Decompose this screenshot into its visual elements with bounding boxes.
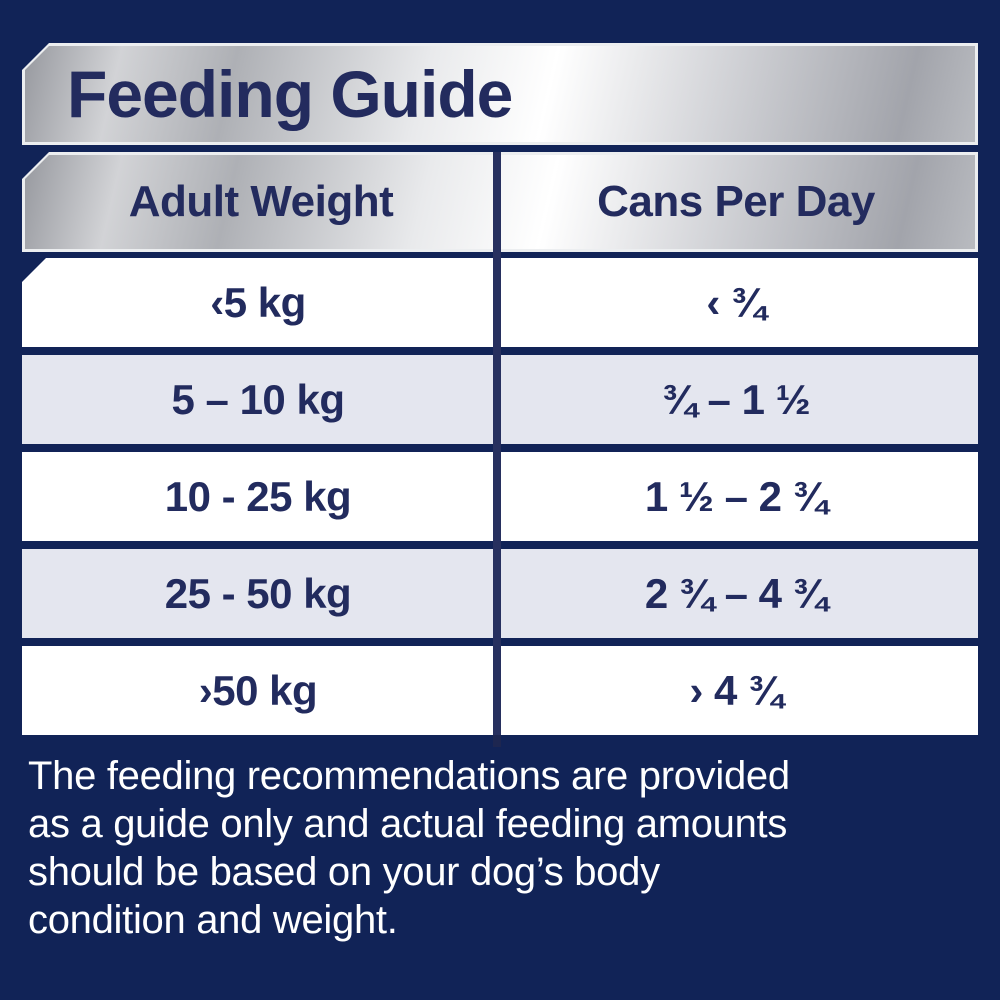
page-title: Feeding Guide [67, 57, 513, 131]
column-divider-stub [493, 735, 501, 747]
disclaimer-line: condition and weight. [28, 898, 398, 942]
title-banner-surface: Feeding Guide [25, 46, 975, 142]
disclaimer-line: should be based on your dog’s body [28, 850, 660, 894]
weight-cell: ‹5 kg [210, 278, 306, 326]
column-header-cans-per-day: Cans Per Day [597, 177, 875, 226]
cans-cell: › 4 ¾ [689, 666, 783, 714]
weight-cell: 25 - 50 kg [164, 569, 352, 617]
weight-cell: ›50 kg [198, 666, 318, 714]
weight-cell: 10 - 25 kg [164, 472, 352, 520]
disclaimer-line: The feeding recommendations are provided [28, 754, 790, 798]
weight-cell: 5 – 10 kg [171, 375, 345, 423]
feeding-disclaimer: The feeding recommendations are provided… [28, 752, 790, 944]
column-header-adult-weight: Adult Weight [128, 177, 394, 226]
title-banner: Feeding Guide [22, 43, 978, 145]
disclaimer-line: as a guide only and actual feeding amoun… [28, 802, 788, 846]
cans-cell: 2 ¾ – 4 ¾ [644, 569, 828, 617]
cans-cell: 1 ½ – 2 ¾ [644, 472, 828, 520]
cans-cell: ‹ ¾ [706, 278, 766, 326]
column-divider [493, 152, 501, 735]
cans-cell: ¾ – 1 ½ [661, 375, 811, 423]
